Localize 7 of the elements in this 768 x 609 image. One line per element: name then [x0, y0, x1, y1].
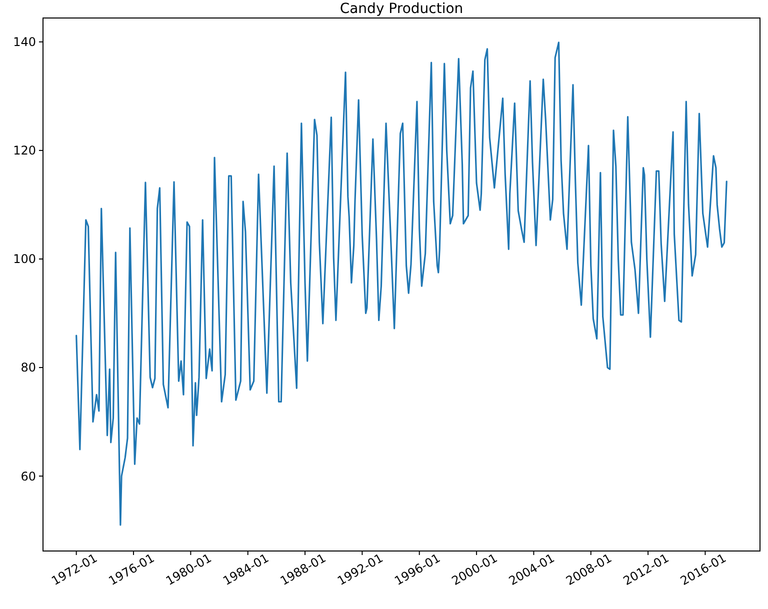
chart-title: Candy Production [340, 1, 464, 17]
y-tick-label: 60 [20, 469, 36, 484]
y-tick-label: 100 [13, 252, 36, 266]
y-tick-label: 140 [13, 35, 36, 50]
line-series [76, 42, 728, 526]
y-tick-label: 120 [13, 144, 36, 158]
y-tick-label: 80 [20, 360, 36, 375]
